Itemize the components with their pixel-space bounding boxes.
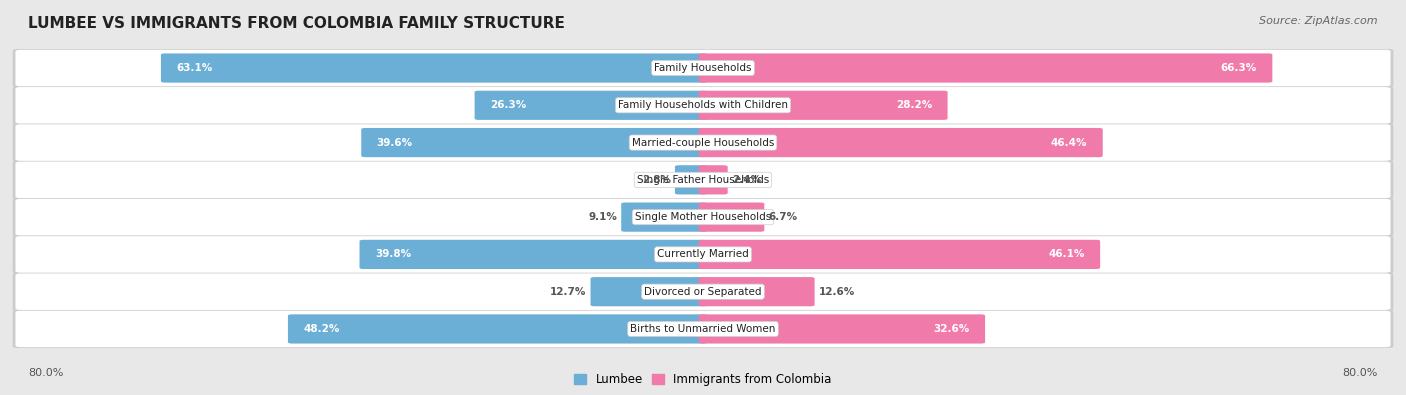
FancyBboxPatch shape	[13, 235, 1393, 273]
FancyBboxPatch shape	[15, 273, 1391, 310]
FancyBboxPatch shape	[288, 314, 707, 344]
FancyBboxPatch shape	[699, 165, 728, 194]
Text: Family Households with Children: Family Households with Children	[619, 100, 787, 110]
Text: 39.6%: 39.6%	[377, 137, 413, 148]
Text: 63.1%: 63.1%	[176, 63, 212, 73]
Text: Family Households: Family Households	[654, 63, 752, 73]
Text: 32.6%: 32.6%	[934, 324, 970, 334]
FancyBboxPatch shape	[13, 161, 1393, 199]
Text: Births to Unmarried Women: Births to Unmarried Women	[630, 324, 776, 334]
FancyBboxPatch shape	[361, 128, 707, 157]
FancyBboxPatch shape	[13, 310, 1393, 348]
Text: 2.8%: 2.8%	[641, 175, 671, 185]
Text: 2.4%: 2.4%	[733, 175, 761, 185]
Text: Currently Married: Currently Married	[657, 249, 749, 260]
FancyBboxPatch shape	[13, 49, 1393, 87]
FancyBboxPatch shape	[675, 165, 707, 194]
FancyBboxPatch shape	[699, 314, 986, 344]
Text: Divorced or Separated: Divorced or Separated	[644, 287, 762, 297]
Text: Source: ZipAtlas.com: Source: ZipAtlas.com	[1260, 16, 1378, 26]
FancyBboxPatch shape	[475, 91, 707, 120]
Text: Single Mother Households: Single Mother Households	[636, 212, 770, 222]
FancyBboxPatch shape	[699, 128, 1102, 157]
FancyBboxPatch shape	[15, 236, 1391, 273]
FancyBboxPatch shape	[13, 86, 1393, 124]
FancyBboxPatch shape	[699, 91, 948, 120]
Text: 9.1%: 9.1%	[588, 212, 617, 222]
FancyBboxPatch shape	[699, 53, 1272, 83]
FancyBboxPatch shape	[15, 311, 1391, 347]
Text: 12.6%: 12.6%	[818, 287, 855, 297]
Text: 28.2%: 28.2%	[896, 100, 932, 110]
Text: 66.3%: 66.3%	[1220, 63, 1257, 73]
FancyBboxPatch shape	[15, 124, 1391, 161]
Text: 39.8%: 39.8%	[375, 249, 411, 260]
Text: LUMBEE VS IMMIGRANTS FROM COLOMBIA FAMILY STRUCTURE: LUMBEE VS IMMIGRANTS FROM COLOMBIA FAMIL…	[28, 16, 565, 31]
FancyBboxPatch shape	[15, 162, 1391, 198]
FancyBboxPatch shape	[13, 124, 1393, 162]
FancyBboxPatch shape	[621, 203, 707, 232]
FancyBboxPatch shape	[699, 203, 765, 232]
FancyBboxPatch shape	[360, 240, 707, 269]
Text: Single Father Households: Single Father Households	[637, 175, 769, 185]
FancyBboxPatch shape	[13, 198, 1393, 236]
Text: 12.7%: 12.7%	[550, 287, 586, 297]
FancyBboxPatch shape	[15, 50, 1391, 86]
FancyBboxPatch shape	[15, 87, 1391, 124]
FancyBboxPatch shape	[699, 277, 814, 306]
Text: 48.2%: 48.2%	[304, 324, 340, 334]
FancyBboxPatch shape	[15, 199, 1391, 235]
Text: Married-couple Households: Married-couple Households	[631, 137, 775, 148]
Text: 6.7%: 6.7%	[769, 212, 797, 222]
FancyBboxPatch shape	[13, 273, 1393, 311]
FancyBboxPatch shape	[699, 240, 1099, 269]
Legend: Lumbee, Immigrants from Colombia: Lumbee, Immigrants from Colombia	[569, 369, 837, 391]
Text: 46.1%: 46.1%	[1049, 249, 1084, 260]
Text: 80.0%: 80.0%	[1343, 368, 1378, 378]
Text: 80.0%: 80.0%	[28, 368, 63, 378]
FancyBboxPatch shape	[591, 277, 707, 306]
FancyBboxPatch shape	[160, 53, 707, 83]
Text: 26.3%: 26.3%	[491, 100, 526, 110]
Text: 46.4%: 46.4%	[1050, 137, 1087, 148]
